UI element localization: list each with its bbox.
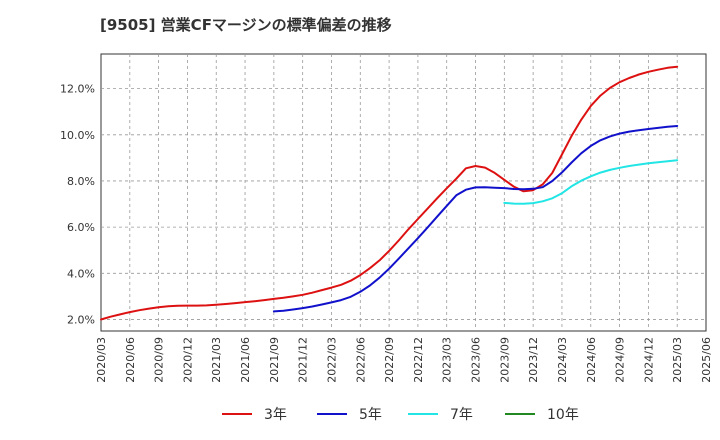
x-tick-label: 2020/12 xyxy=(181,337,194,383)
legend-label-0: 3年 xyxy=(264,407,287,423)
x-tick-label: 2020/09 xyxy=(153,337,166,383)
x-tick-label: 2022/03 xyxy=(325,337,338,383)
x-tick-label: 2023/06 xyxy=(470,337,483,383)
series-lines xyxy=(100,65,679,321)
plot-area xyxy=(100,53,707,332)
y-tick-label: 10.0% xyxy=(60,129,95,142)
x-tick-label: 2024/03 xyxy=(556,337,569,383)
x-axis-ticks: 2020/03 2020/06 2020/09 2020/12 2021/03 2021/… xyxy=(95,337,713,383)
x-tick-label: 2023/09 xyxy=(498,337,511,383)
y-tick-label: 6.0% xyxy=(67,221,95,234)
legend-label-1: 5年 xyxy=(359,407,382,423)
x-tick-label: 2022/12 xyxy=(412,337,425,383)
series-line-1 xyxy=(272,125,679,313)
x-tick-label: 2025/03 xyxy=(671,337,684,383)
x-tick-label: 2022/06 xyxy=(354,337,367,383)
plot-border xyxy=(100,53,707,332)
x-tick-label: 2022/09 xyxy=(383,337,396,383)
y-tick-label: 4.0% xyxy=(67,267,95,280)
legend: 3年 5年 7年 10年 xyxy=(222,407,579,423)
x-tick-label: 2024/09 xyxy=(614,337,627,383)
x-tick-label: 2021/06 xyxy=(239,337,252,383)
x-tick-label: 2021/09 xyxy=(268,337,281,383)
legend-label-2: 7年 xyxy=(450,407,473,423)
x-tick-label: 2024/12 xyxy=(642,337,655,383)
x-tick-label: 2021/03 xyxy=(210,337,223,383)
y-tick-label: 8.0% xyxy=(67,175,95,188)
y-tick-label: 2.0% xyxy=(67,313,95,326)
series-line-0 xyxy=(100,65,679,321)
series-line-2 xyxy=(503,159,679,205)
x-tick-label: 2023/12 xyxy=(527,337,540,383)
chart-title: [9505] 営業CFマージンの標準偏差の推移 xyxy=(100,16,392,34)
x-tick-label: 2023/03 xyxy=(441,337,454,383)
legend-label-3: 10年 xyxy=(547,407,579,423)
x-tick-label: 2021/12 xyxy=(297,337,310,383)
x-tick-label: 2024/06 xyxy=(585,337,598,383)
y-tick-label: 12.0% xyxy=(60,83,95,96)
x-tick-label: 2025/06 xyxy=(700,337,713,383)
x-tick-label: 2020/06 xyxy=(124,337,137,383)
x-tick-label: 2020/03 xyxy=(95,337,108,383)
y-axis-ticks: 2.0% 4.0% 6.0% 8.0% 10.0% 12.0% xyxy=(60,83,95,327)
grid-lines xyxy=(101,54,706,331)
